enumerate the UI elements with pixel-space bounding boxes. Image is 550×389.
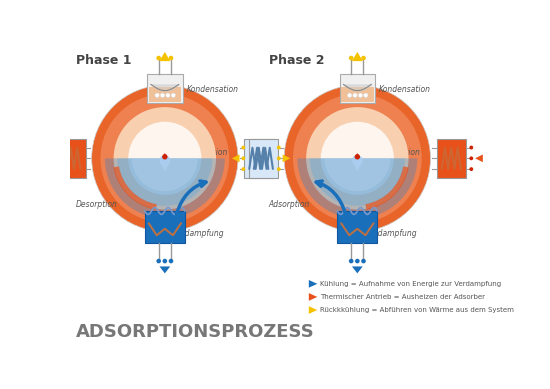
Text: Phase 1: Phase 1 — [76, 54, 132, 67]
Polygon shape — [352, 266, 363, 273]
Circle shape — [160, 155, 170, 166]
Wedge shape — [132, 158, 198, 191]
FancyBboxPatch shape — [56, 139, 86, 178]
Circle shape — [101, 94, 229, 223]
Circle shape — [162, 154, 168, 159]
Circle shape — [353, 93, 357, 97]
Circle shape — [155, 93, 160, 97]
Text: Desorption: Desorption — [75, 200, 117, 209]
Text: Verdampfung: Verdampfung — [173, 228, 224, 238]
FancyBboxPatch shape — [244, 139, 273, 178]
Polygon shape — [160, 266, 170, 273]
Circle shape — [166, 93, 170, 97]
Text: Kühlung = Aufnahme von Energie zur Verdampfung: Kühlung = Aufnahme von Energie zur Verda… — [320, 281, 500, 287]
Circle shape — [321, 122, 394, 195]
Text: ADSORPTIONSPROZESS: ADSORPTIONSPROZESS — [76, 322, 315, 341]
Circle shape — [241, 167, 245, 171]
Circle shape — [156, 56, 161, 60]
Circle shape — [355, 154, 360, 159]
Circle shape — [49, 167, 53, 171]
FancyBboxPatch shape — [337, 211, 377, 244]
Wedge shape — [310, 158, 405, 206]
Polygon shape — [163, 153, 167, 157]
Circle shape — [156, 259, 161, 263]
Polygon shape — [309, 280, 317, 288]
Wedge shape — [324, 158, 390, 191]
Circle shape — [241, 145, 245, 149]
Circle shape — [361, 56, 366, 60]
Circle shape — [92, 85, 238, 231]
Polygon shape — [475, 154, 483, 162]
FancyBboxPatch shape — [437, 139, 466, 178]
Circle shape — [169, 259, 173, 263]
Circle shape — [306, 107, 409, 210]
Circle shape — [293, 94, 422, 223]
Circle shape — [49, 156, 53, 160]
Polygon shape — [40, 154, 47, 162]
Text: Kondensation: Kondensation — [186, 84, 238, 93]
Wedge shape — [105, 158, 225, 218]
Circle shape — [277, 167, 280, 171]
Circle shape — [469, 156, 473, 160]
Circle shape — [114, 107, 216, 210]
Polygon shape — [355, 153, 359, 157]
FancyBboxPatch shape — [341, 88, 373, 102]
Text: Adsorption: Adsorption — [269, 200, 310, 209]
Polygon shape — [232, 154, 240, 162]
Circle shape — [361, 259, 366, 263]
Circle shape — [469, 167, 473, 171]
Circle shape — [128, 122, 201, 195]
Wedge shape — [298, 158, 417, 218]
FancyBboxPatch shape — [145, 211, 185, 244]
Text: Adsorption: Adsorption — [186, 149, 228, 158]
Text: Rückkkühlung = Abführen von Wärme aus dem System: Rückkkühlung = Abführen von Wärme aus de… — [320, 307, 514, 313]
Circle shape — [355, 56, 360, 60]
FancyBboxPatch shape — [249, 139, 278, 178]
Wedge shape — [117, 158, 212, 206]
Circle shape — [349, 259, 354, 263]
Circle shape — [284, 85, 431, 231]
Circle shape — [348, 93, 352, 97]
Circle shape — [364, 93, 368, 97]
Circle shape — [352, 155, 363, 166]
Circle shape — [171, 93, 175, 97]
Polygon shape — [160, 161, 170, 172]
FancyBboxPatch shape — [340, 74, 375, 103]
Text: Kondensation: Kondensation — [379, 84, 431, 93]
Circle shape — [163, 259, 167, 263]
Circle shape — [161, 93, 164, 97]
Circle shape — [349, 56, 354, 60]
Polygon shape — [160, 52, 170, 61]
Polygon shape — [352, 161, 363, 172]
Text: Desorption: Desorption — [379, 149, 421, 158]
Text: Verdampfung: Verdampfung — [365, 228, 417, 238]
Polygon shape — [283, 154, 290, 162]
Text: Thermischer Antrieb = Ausheizen der Adsorber: Thermischer Antrieb = Ausheizen der Adso… — [320, 294, 485, 300]
Polygon shape — [352, 52, 363, 61]
FancyBboxPatch shape — [147, 74, 183, 103]
Circle shape — [169, 56, 173, 60]
Circle shape — [277, 156, 280, 160]
Circle shape — [469, 145, 473, 149]
Circle shape — [358, 93, 362, 97]
Circle shape — [49, 145, 53, 149]
Circle shape — [277, 145, 280, 149]
Circle shape — [163, 56, 167, 60]
Circle shape — [355, 259, 360, 263]
Polygon shape — [309, 293, 317, 301]
Circle shape — [241, 156, 245, 160]
FancyBboxPatch shape — [148, 88, 181, 102]
Text: Phase 2: Phase 2 — [269, 54, 324, 67]
Polygon shape — [309, 306, 317, 314]
